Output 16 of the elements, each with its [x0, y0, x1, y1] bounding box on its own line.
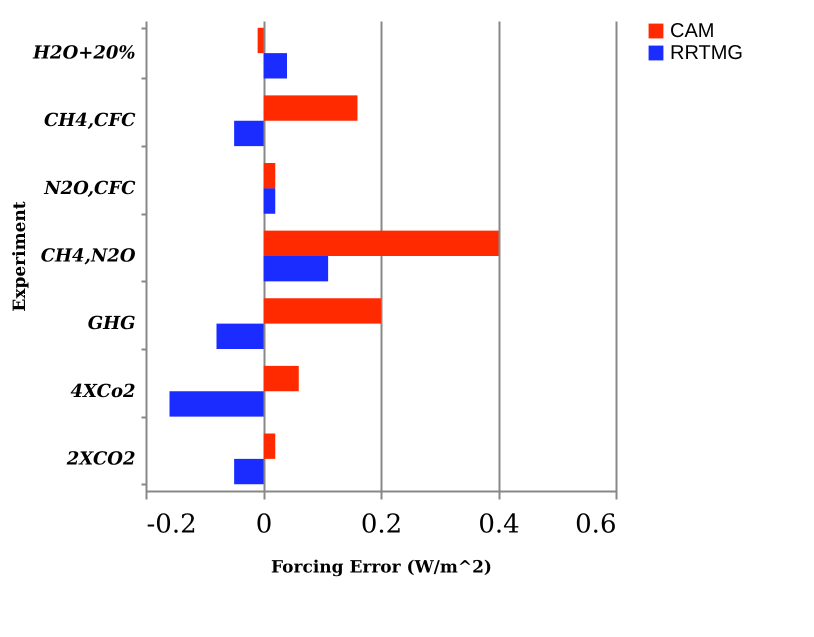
y-tick-label: CH4,CFC	[44, 110, 136, 132]
y-tick-label: 4XCo2	[70, 380, 136, 402]
x-tick-label: 0.2	[360, 510, 402, 540]
x-tick-label: -0.2	[146, 510, 197, 540]
y-tick-label: 2XCO2	[66, 448, 136, 470]
y-tick-label: H2O+20%	[32, 42, 136, 64]
y-tick-label: GHG	[88, 313, 136, 334]
x-tick-label: 0.4	[478, 510, 520, 540]
y-tick-label: N2O,CFC	[43, 178, 136, 199]
x-axis-title: Forcing Error (W/m^2)	[271, 558, 492, 578]
legend-label: RRTMG	[670, 42, 743, 64]
x-tick-label: 0	[256, 510, 272, 540]
x-tick-label: 0.6	[575, 510, 616, 540]
y-tick-label: CH4,N2O	[40, 246, 136, 266]
y-axis-title: Experiment	[10, 201, 30, 312]
legend-label: CAM	[670, 20, 714, 42]
